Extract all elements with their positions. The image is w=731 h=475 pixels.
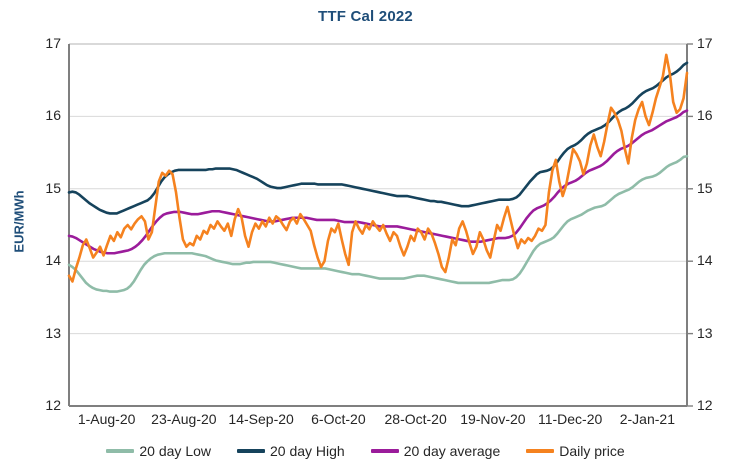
- chart-legend: 20 day Low 20 day High 20 day average Daily…: [0, 443, 731, 459]
- legend-item[interactable]: 20 day average: [370, 443, 501, 459]
- legend-label: 20 day Low: [139, 443, 211, 459]
- y-tick-label: 17: [697, 35, 713, 51]
- x-tick-label: 28-Oct-20: [384, 411, 447, 427]
- series-line-20-day-low: [67, 154, 689, 293]
- axis-lines: [68, 43, 693, 407]
- series-line-daily-price: [67, 53, 689, 283]
- legend-color-swatch: [526, 449, 555, 453]
- y-tick-label: 16: [45, 107, 61, 124]
- y-tick-label: 16: [697, 107, 713, 124]
- x-tick-label: 2-Jan-21: [619, 411, 675, 427]
- legend-label: 20 day average: [403, 443, 501, 459]
- x-tick-label: 6-Oct-20: [311, 411, 366, 427]
- legend-color-swatch: [106, 449, 135, 453]
- x-tick-label: 19-Nov-20: [460, 411, 526, 427]
- x-tick-label: 11-Dec-20: [537, 411, 603, 427]
- legend-item[interactable]: 20 day Low: [106, 443, 211, 459]
- y-tick-label: 14: [697, 252, 713, 269]
- x-tick-label: 14-Sep-20: [228, 411, 294, 427]
- y-tick-label: 13: [45, 324, 61, 341]
- legend-label: Daily price: [559, 443, 625, 459]
- legend-color-swatch: [237, 449, 265, 453]
- legend-color-swatch: [370, 449, 399, 453]
- y-tick-label: 15: [45, 179, 61, 196]
- legend-item[interactable]: 20 day High: [237, 443, 345, 459]
- y-tick-label: 13: [697, 324, 713, 341]
- x-tick-label: 1-Aug-20: [77, 411, 136, 427]
- y-tick-label: 14: [45, 252, 61, 269]
- y-tick-label: 12: [697, 397, 713, 413]
- gridlines: [69, 43, 687, 335]
- y-tick-label: 17: [45, 35, 61, 51]
- x-tick-label: 23-Aug-20: [151, 411, 217, 427]
- chart-title: TTF Cal 2022: [318, 8, 413, 25]
- y-tick-label: 15: [697, 179, 713, 196]
- series-lines: [67, 53, 689, 293]
- legend-label: 20 day High: [270, 443, 345, 459]
- legend-item[interactable]: Daily price: [526, 443, 625, 459]
- y-tick-label: 12: [45, 397, 61, 413]
